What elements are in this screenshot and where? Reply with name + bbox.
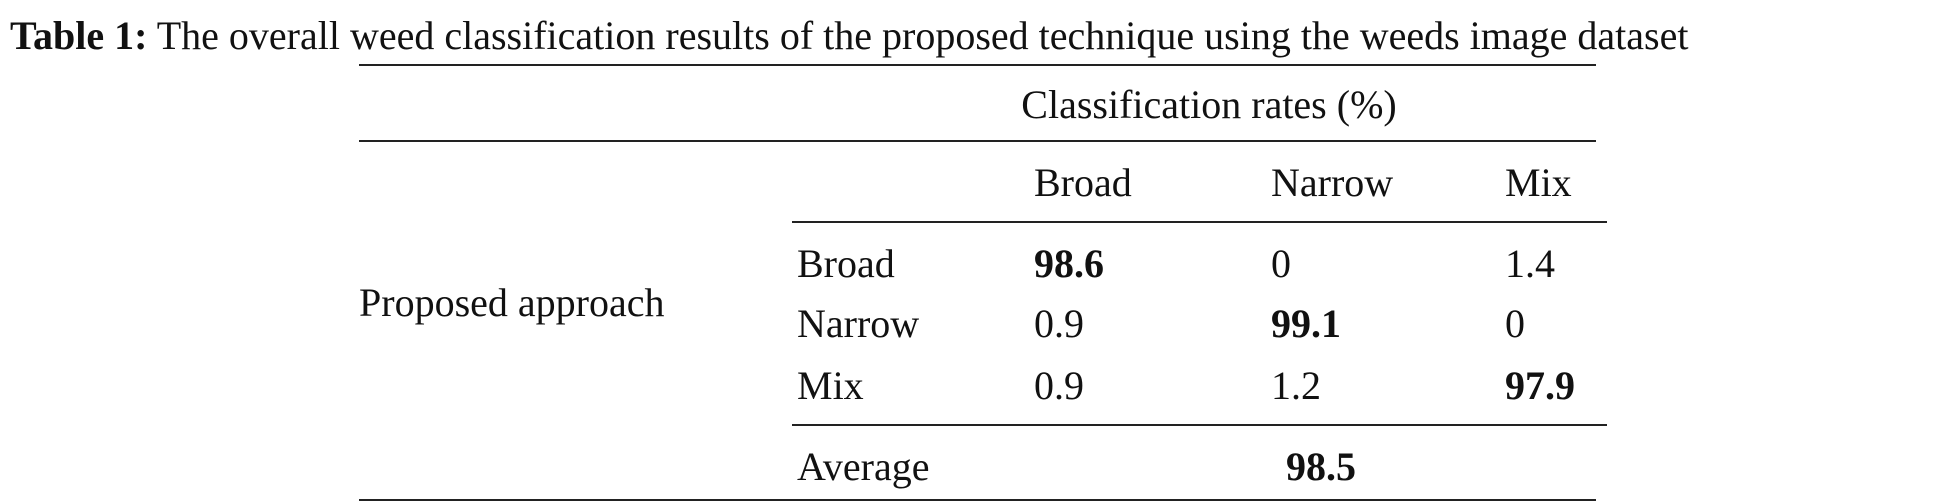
cell: 1.2: [1271, 363, 1321, 408]
caption: Table 1: The overall weed classification…: [10, 16, 1688, 56]
cell: 97.9: [1505, 363, 1575, 408]
group-header: Classification rates (%): [1021, 82, 1397, 127]
row-label: Broad: [797, 241, 895, 286]
column-header: Narrow: [1271, 160, 1394, 205]
cell: 1.4: [1505, 241, 1555, 286]
average-rule: [792, 424, 1607, 426]
method-label: Proposed approach: [359, 280, 665, 325]
header-rule: [359, 140, 1596, 142]
cell: 0.9: [1034, 301, 1084, 346]
cell: 0: [1271, 241, 1291, 286]
cell: 0: [1505, 301, 1525, 346]
caption-text: The overall weed classification results …: [156, 13, 1689, 58]
cell: 98.6: [1034, 241, 1104, 286]
bottom-rule: [359, 499, 1596, 501]
column-header: Mix: [1505, 160, 1572, 205]
column-header: Broad: [1034, 160, 1132, 205]
average-value: 98.5: [1286, 444, 1356, 489]
row-label: Narrow: [797, 301, 920, 346]
column-rule: [792, 221, 1607, 223]
top-rule: [359, 64, 1596, 66]
caption-label: Table 1:: [10, 13, 148, 58]
average-label: Average: [797, 444, 930, 489]
row-label: Mix: [797, 363, 864, 408]
cell: 99.1: [1271, 301, 1341, 346]
cell: 0.9: [1034, 363, 1084, 408]
